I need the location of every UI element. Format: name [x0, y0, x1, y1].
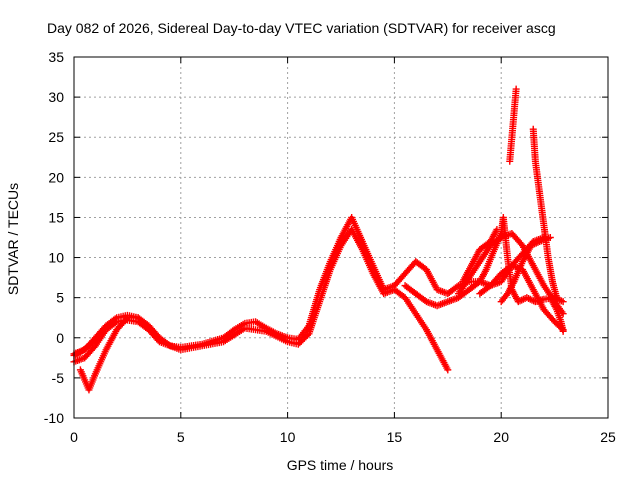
data-point — [559, 327, 567, 335]
y-tick-label: 20 — [48, 169, 64, 185]
data-point — [73, 350, 81, 358]
series-track-l — [546, 294, 567, 335]
x-axis: 0 5 10 15 20 25 — [70, 57, 616, 445]
data-points — [70, 85, 567, 394]
x-tick-label: 20 — [493, 429, 509, 445]
series-track-j — [497, 234, 554, 306]
x-tick-label: 10 — [280, 429, 296, 445]
y-tick-label: 35 — [48, 49, 64, 65]
data-point — [122, 315, 130, 323]
data-point — [90, 337, 98, 345]
plot-border — [73, 56, 609, 419]
y-axis-label: SDTVAR / TECUs — [5, 183, 21, 295]
series-track-c — [76, 314, 142, 394]
y-tick-label: 10 — [48, 250, 64, 266]
x-axis-label: GPS time / hours — [287, 457, 394, 473]
series-track-g — [459, 225, 501, 286]
series-track-b — [70, 225, 452, 374]
data-point — [444, 366, 452, 374]
x-tick-label: 5 — [177, 429, 185, 445]
data-point — [546, 234, 554, 241]
y-tick-label: 25 — [48, 129, 64, 145]
data-point — [512, 85, 520, 93]
x-tick-label: 15 — [387, 429, 403, 445]
y-tick-label: -10 — [44, 410, 64, 426]
chart-title: Day 082 of 2026, Sidereal Day-to-day VTE… — [47, 20, 556, 36]
x-tick-label: 25 — [600, 429, 616, 445]
x-tick-label: 0 — [70, 429, 78, 445]
y-tick-label: 0 — [56, 330, 64, 346]
data-point — [553, 294, 561, 302]
data-point — [111, 319, 119, 327]
y-tick-label: 15 — [48, 209, 64, 225]
data-point — [493, 225, 501, 233]
data-point — [559, 298, 567, 306]
y-axis: -10 -5 0 5 10 15 20 25 30 35 — [44, 49, 608, 426]
plot-frame — [73, 56, 609, 419]
data-point — [134, 314, 142, 322]
series-track-i — [529, 125, 561, 302]
y-tick-label: -5 — [52, 370, 65, 386]
y-tick-label: 30 — [48, 89, 64, 105]
data-point — [72, 351, 80, 359]
y-tick-label: 5 — [56, 290, 64, 306]
data-point — [91, 336, 99, 344]
series-track-h — [506, 85, 520, 165]
series-track-k — [70, 336, 99, 359]
